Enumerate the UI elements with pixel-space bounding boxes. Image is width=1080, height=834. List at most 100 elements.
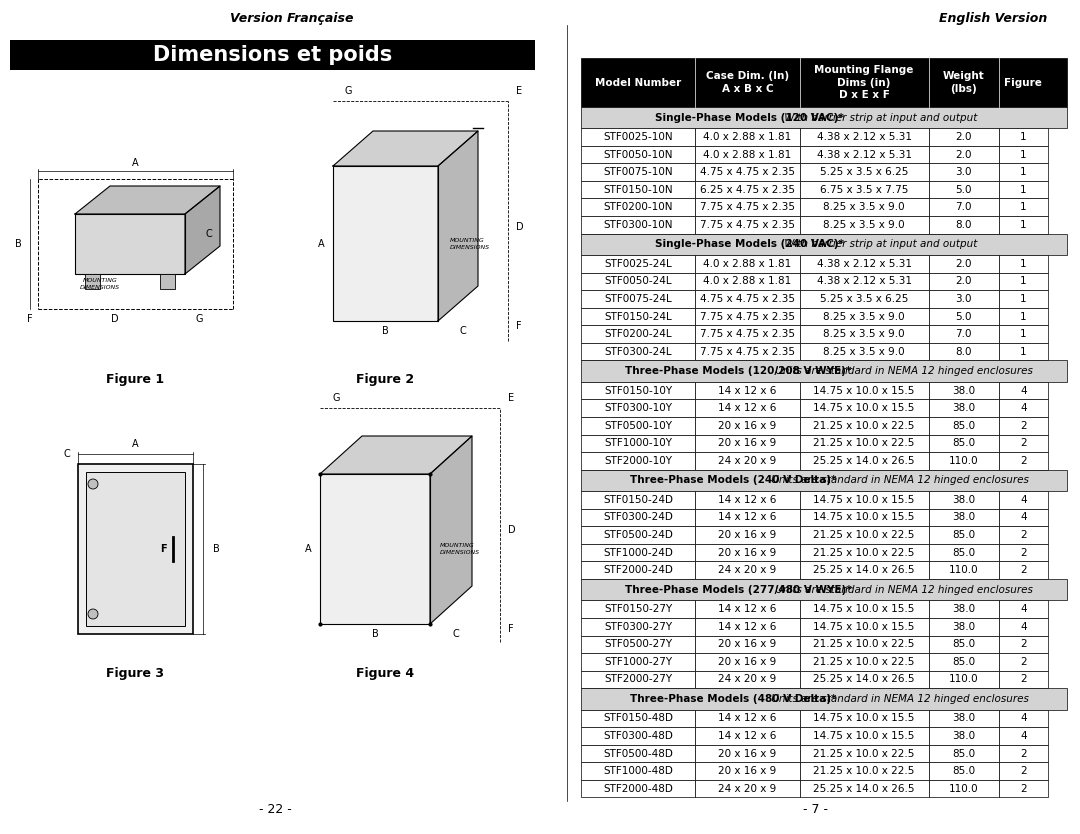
Bar bbox=[581, 636, 696, 653]
Text: STF0150-10N: STF0150-10N bbox=[604, 185, 673, 194]
Text: 110.0: 110.0 bbox=[949, 565, 978, 575]
Bar bbox=[799, 325, 929, 343]
Text: STF1000-27Y: STF1000-27Y bbox=[604, 657, 672, 666]
Bar bbox=[696, 710, 799, 727]
Bar bbox=[929, 780, 999, 797]
Text: 4.0 x 2.88 x 1.81: 4.0 x 2.88 x 1.81 bbox=[703, 133, 792, 142]
Text: 2: 2 bbox=[1020, 548, 1027, 557]
Text: 8.25 x 3.5 x 9.0: 8.25 x 3.5 x 9.0 bbox=[823, 220, 905, 229]
Text: With barrier strip at input and output: With barrier strip at input and output bbox=[781, 239, 977, 249]
Text: 85.0: 85.0 bbox=[953, 530, 975, 540]
Text: 1: 1 bbox=[1020, 259, 1027, 269]
Bar bbox=[999, 255, 1048, 273]
Text: 2.0: 2.0 bbox=[956, 259, 972, 269]
Text: Three-Phase Models (240 V Delta)*: Three-Phase Models (240 V Delta)* bbox=[630, 475, 836, 485]
Bar bbox=[581, 325, 696, 343]
Text: 4: 4 bbox=[1020, 386, 1027, 395]
Text: 14 x 12 x 6: 14 x 12 x 6 bbox=[718, 622, 777, 631]
Text: STF0075-24L: STF0075-24L bbox=[605, 294, 672, 304]
Bar bbox=[929, 146, 999, 163]
Bar bbox=[799, 745, 929, 762]
Bar bbox=[929, 273, 999, 290]
Text: 20 x 16 x 9: 20 x 16 x 9 bbox=[718, 421, 777, 430]
Bar bbox=[85, 274, 100, 289]
Bar bbox=[999, 745, 1048, 762]
Text: 14.75 x 10.0 x 15.5: 14.75 x 10.0 x 15.5 bbox=[813, 622, 915, 631]
Text: 38.0: 38.0 bbox=[953, 714, 975, 723]
Text: F: F bbox=[27, 314, 33, 324]
Bar bbox=[696, 526, 799, 544]
Bar bbox=[929, 526, 999, 544]
Text: D: D bbox=[516, 222, 524, 232]
Text: D: D bbox=[508, 525, 515, 535]
Text: 3.0: 3.0 bbox=[956, 294, 972, 304]
Text: 2: 2 bbox=[1020, 439, 1027, 448]
Bar bbox=[696, 399, 799, 417]
Text: STF0150-48D: STF0150-48D bbox=[603, 714, 673, 723]
Bar bbox=[581, 653, 696, 671]
Text: 14 x 12 x 6: 14 x 12 x 6 bbox=[718, 404, 777, 413]
Text: 4.38 x 2.12 x 5.31: 4.38 x 2.12 x 5.31 bbox=[816, 277, 912, 286]
Text: 8.25 x 3.5 x 9.0: 8.25 x 3.5 x 9.0 bbox=[823, 347, 905, 356]
Text: STF0150-24L: STF0150-24L bbox=[605, 312, 672, 321]
Text: E: E bbox=[516, 86, 522, 96]
Bar bbox=[581, 452, 696, 470]
Bar bbox=[696, 290, 799, 308]
Text: B: B bbox=[372, 629, 378, 639]
Text: 4.38 x 2.12 x 5.31: 4.38 x 2.12 x 5.31 bbox=[816, 259, 912, 269]
Text: 20 x 16 x 9: 20 x 16 x 9 bbox=[718, 439, 777, 448]
Text: 85.0: 85.0 bbox=[953, 749, 975, 758]
Text: 2.0: 2.0 bbox=[956, 277, 972, 286]
Text: STF0075-10N: STF0075-10N bbox=[604, 168, 673, 177]
Text: 7.75 x 4.75 x 2.35: 7.75 x 4.75 x 2.35 bbox=[700, 312, 795, 321]
Text: STF0300-10Y: STF0300-10Y bbox=[604, 404, 672, 413]
Text: 14.75 x 10.0 x 15.5: 14.75 x 10.0 x 15.5 bbox=[813, 495, 915, 505]
Text: 7.75 x 4.75 x 2.35: 7.75 x 4.75 x 2.35 bbox=[700, 347, 795, 356]
Text: Model Number: Model Number bbox=[595, 78, 681, 88]
Bar bbox=[999, 325, 1048, 343]
Text: 20 x 16 x 9: 20 x 16 x 9 bbox=[718, 657, 777, 666]
Bar bbox=[999, 526, 1048, 544]
Bar bbox=[799, 561, 929, 579]
Text: 25.25 x 14.0 x 26.5: 25.25 x 14.0 x 26.5 bbox=[813, 456, 915, 465]
Text: STF0500-48D: STF0500-48D bbox=[604, 749, 673, 758]
Bar bbox=[929, 491, 999, 509]
Bar bbox=[696, 255, 799, 273]
Text: Single-Phase Models (240 VAC)*: Single-Phase Models (240 VAC)* bbox=[654, 239, 843, 249]
Bar bbox=[799, 290, 929, 308]
Bar bbox=[799, 399, 929, 417]
Bar bbox=[999, 181, 1048, 198]
Text: 4: 4 bbox=[1020, 605, 1027, 614]
Bar bbox=[999, 163, 1048, 181]
Bar bbox=[929, 382, 999, 399]
Bar bbox=[581, 780, 696, 797]
Text: 2: 2 bbox=[1020, 640, 1027, 649]
Text: MOUNTING
DIMENSIONS: MOUNTING DIMENSIONS bbox=[450, 239, 490, 249]
Bar bbox=[696, 762, 799, 780]
Text: 14.75 x 10.0 x 15.5: 14.75 x 10.0 x 15.5 bbox=[813, 513, 915, 522]
Bar bbox=[929, 308, 999, 325]
Text: 5.0: 5.0 bbox=[956, 312, 972, 321]
Bar bbox=[799, 710, 929, 727]
Bar bbox=[696, 452, 799, 470]
Text: 1: 1 bbox=[1020, 294, 1027, 304]
Bar bbox=[799, 544, 929, 561]
Bar bbox=[929, 343, 999, 360]
Bar bbox=[999, 435, 1048, 452]
Text: 4: 4 bbox=[1020, 714, 1027, 723]
Bar bbox=[333, 166, 438, 321]
Text: Three-Phase Models (120/208 V WYE)*: Three-Phase Models (120/208 V WYE)* bbox=[625, 366, 852, 376]
Bar bbox=[581, 290, 696, 308]
Bar bbox=[799, 509, 929, 526]
Bar bbox=[999, 710, 1048, 727]
Bar bbox=[929, 198, 999, 216]
Bar bbox=[696, 491, 799, 509]
Bar bbox=[929, 762, 999, 780]
Text: 24 x 20 x 9: 24 x 20 x 9 bbox=[718, 784, 777, 793]
Text: 85.0: 85.0 bbox=[953, 657, 975, 666]
Text: - 7 -: - 7 - bbox=[802, 803, 828, 816]
Text: A: A bbox=[319, 239, 325, 249]
Bar bbox=[929, 509, 999, 526]
Text: 4: 4 bbox=[1020, 404, 1027, 413]
Bar bbox=[999, 618, 1048, 636]
